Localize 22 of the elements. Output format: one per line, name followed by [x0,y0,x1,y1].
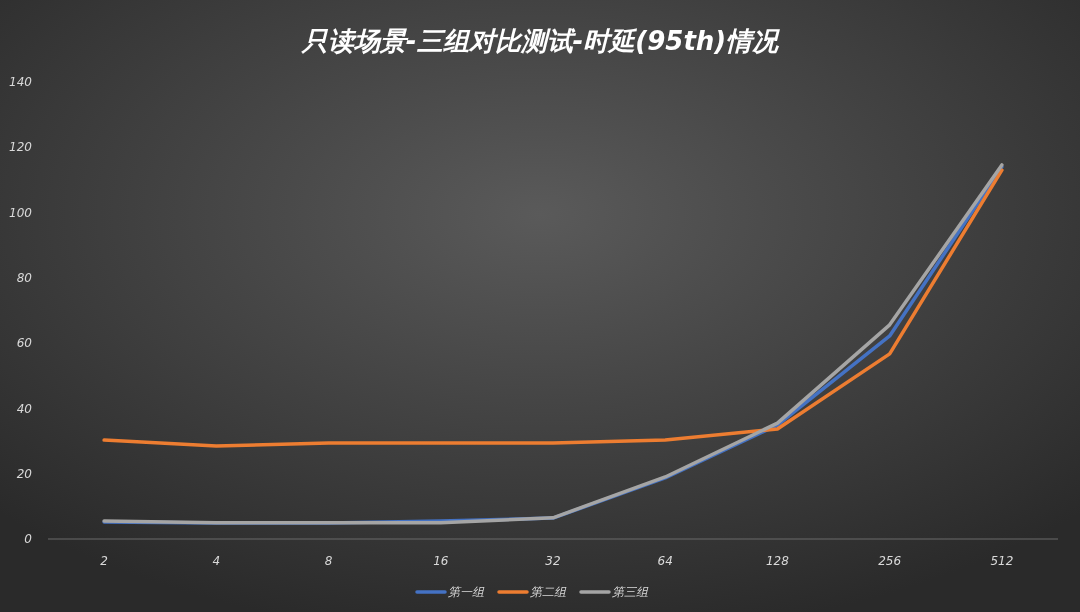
line-series [102,168,1004,448]
y-tick-label: 40 [16,401,33,416]
x-tick-label: 4 [212,554,221,568]
y-tick-label: 80 [16,271,33,286]
x-tick-label: 64 [657,554,673,568]
y-tick-label: 20 [16,466,33,481]
x-tick-label: 128 [765,554,790,568]
legend-label: 第三组 [612,585,649,600]
y-tick-label: 100 [9,205,33,220]
y-tick-label: 140 [9,75,33,90]
y-tick-label: 120 [9,140,33,155]
x-tick-label: 32 [545,554,561,568]
x-tick-label: 256 [878,554,902,568]
y-tick-label: 0 [24,532,33,547]
legend-label: 第二组 [530,585,567,600]
x-tick-label: 512 [990,554,1014,568]
x-tick-label: 8 [324,554,333,568]
chart-title: 只读场景-三组对比测试-时延(95th)情况 [300,26,781,56]
y-tick-label: 60 [16,336,33,351]
x-tick-label: 16 [433,554,449,568]
legend-label: 第一组 [448,585,485,600]
x-tick-label: 2 [100,554,108,568]
